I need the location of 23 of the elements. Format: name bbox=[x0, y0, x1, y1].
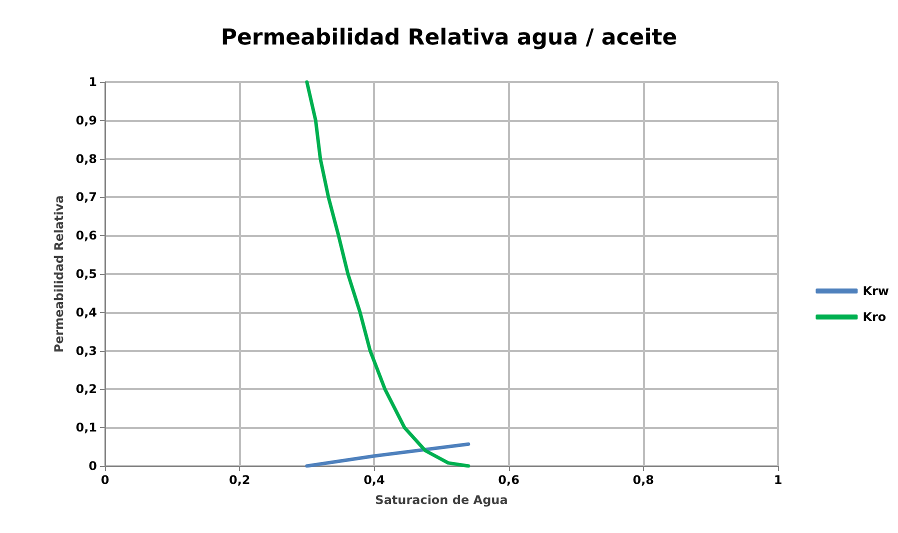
x-tick-label: 0,8 bbox=[632, 473, 654, 487]
line-series bbox=[305, 80, 470, 468]
x-tick-label: 0,2 bbox=[228, 473, 250, 487]
y-tick-label: 0,5 bbox=[76, 267, 97, 281]
x-tick-label: 0,4 bbox=[364, 473, 385, 487]
y-tick-label: 0,2 bbox=[76, 382, 97, 396]
y-axis-title: Permeabilidad Relativa bbox=[52, 195, 66, 353]
legend-label: Krw bbox=[862, 284, 890, 298]
y-tick-label: 0 bbox=[88, 459, 97, 473]
legend-label: Kro bbox=[862, 310, 886, 324]
x-axis-title: Saturacion de Agua bbox=[375, 493, 508, 507]
y-tick-label: 0,3 bbox=[76, 344, 97, 358]
y-tick-label: 1 bbox=[88, 75, 97, 89]
y-tick-label: 0,6 bbox=[76, 228, 97, 243]
y-tick-label: 0,4 bbox=[76, 305, 97, 320]
y-tick-label: 0,9 bbox=[76, 113, 97, 128]
x-tick-label: 0 bbox=[100, 473, 110, 487]
x-tick-label: 0,6 bbox=[498, 473, 520, 487]
y-tick-label: 0,7 bbox=[76, 190, 97, 204]
chart-title: Permeabilidad Relativa agua / aceite bbox=[220, 26, 678, 50]
y-tick-label: 0,1 bbox=[76, 420, 97, 435]
x-tick-label: 1 bbox=[774, 473, 782, 487]
y-tick-label: 0,8 bbox=[76, 152, 97, 166]
